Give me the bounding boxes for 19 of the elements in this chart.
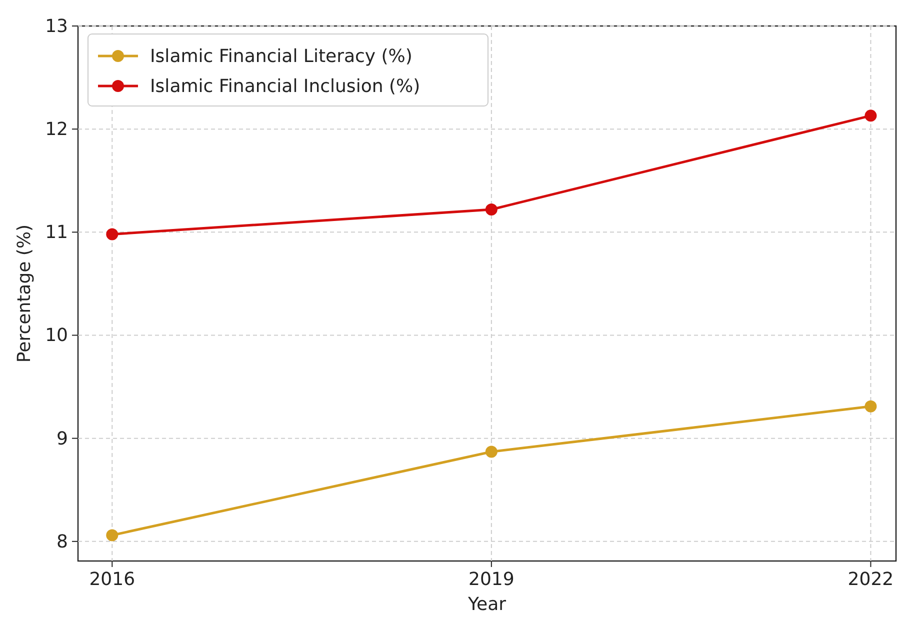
y-tick-label: 11: [45, 222, 68, 244]
point: [485, 203, 498, 216]
point: [485, 446, 498, 458]
legend-label: Islamic Financial Literacy (%): [150, 46, 412, 67]
y-tick-label: 13: [45, 16, 68, 37]
y-tick-label: 8: [56, 531, 68, 552]
point: [864, 400, 877, 412]
x-tick-label: 2016: [89, 569, 136, 590]
x-tick-label: 2022: [848, 569, 894, 590]
point: [864, 110, 877, 122]
y-tick-label: 12: [45, 119, 68, 140]
y-tick-label: 10: [45, 325, 68, 346]
legend-label: Islamic Financial Inclusion (%): [150, 76, 420, 97]
point: [106, 529, 118, 542]
x-axis-title: Year: [466, 594, 507, 615]
y-tick-label: 9: [56, 428, 68, 450]
x-tick-label: 2019: [468, 569, 514, 590]
y-axis-title: Percentage (%): [14, 224, 35, 363]
point: [106, 228, 118, 240]
